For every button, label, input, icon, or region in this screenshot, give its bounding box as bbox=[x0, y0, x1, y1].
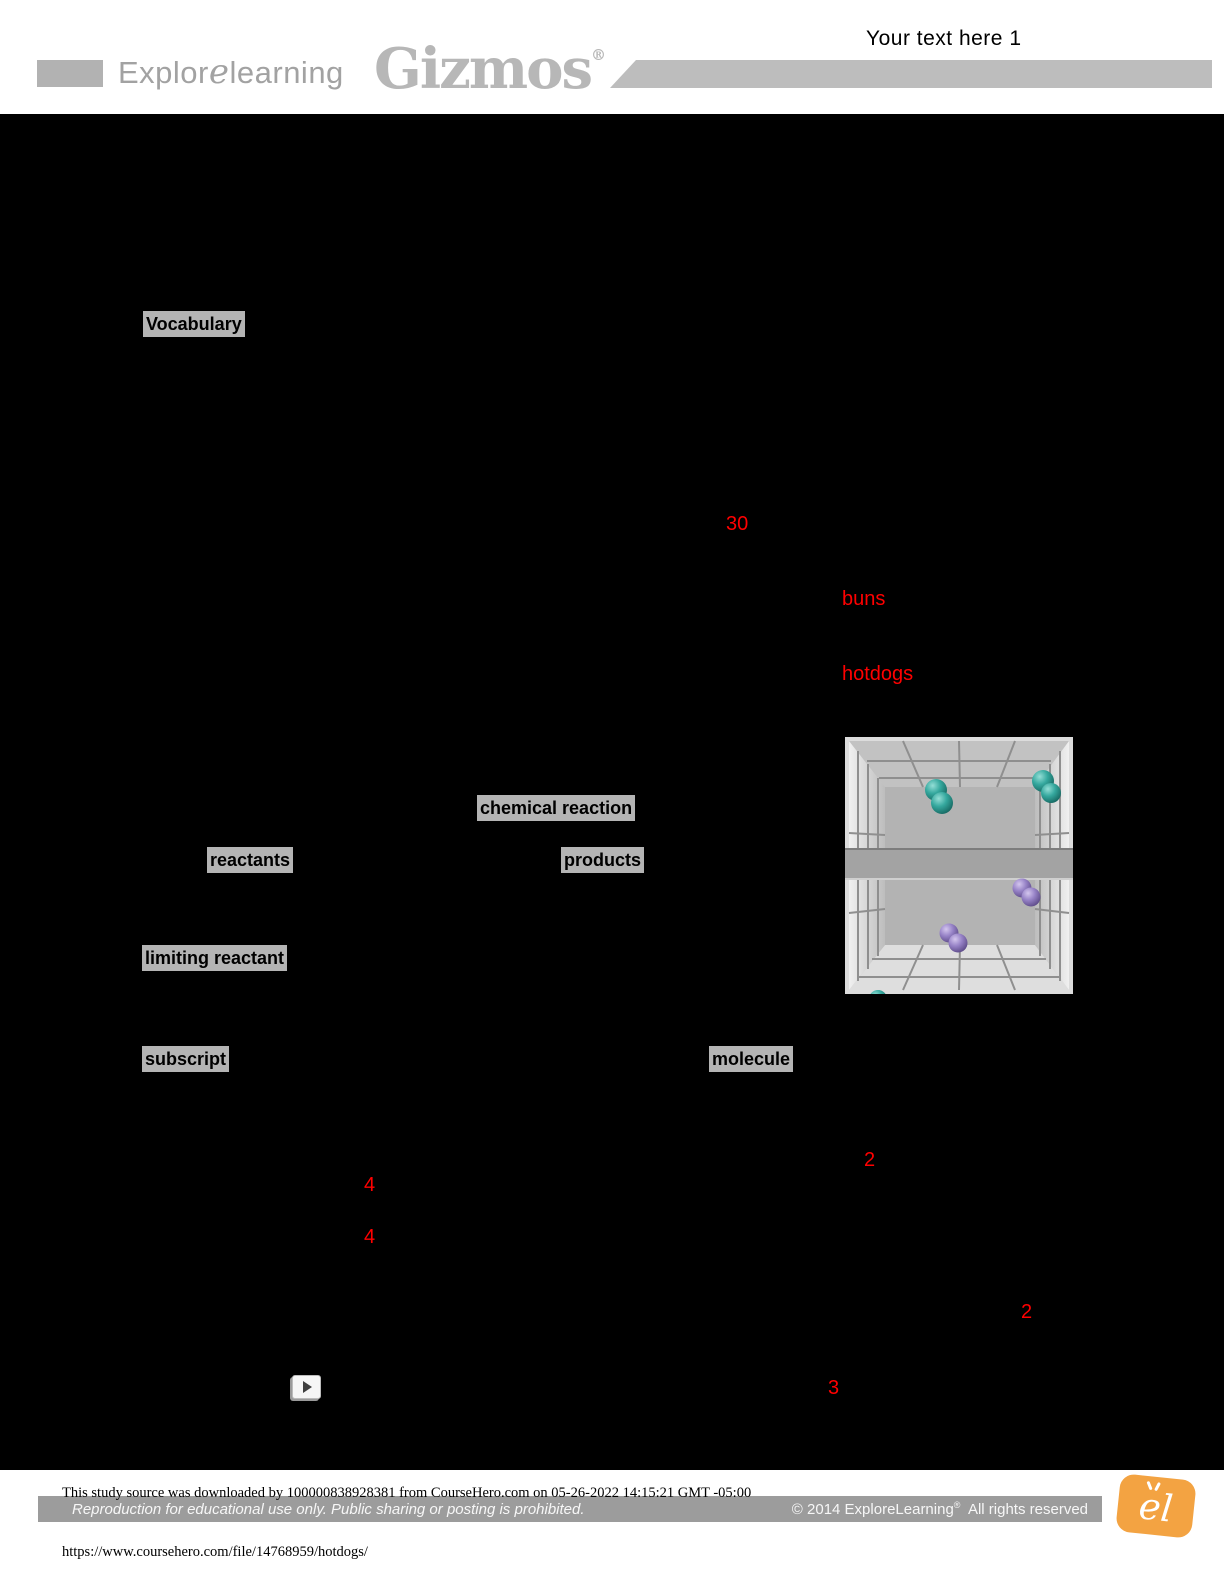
molecule-chamber-image bbox=[845, 737, 1073, 994]
brand-explore: Explor bbox=[118, 55, 209, 90]
vocab-highlight-subscript: subscript bbox=[142, 1046, 230, 1072]
chamber-divider bbox=[845, 849, 1073, 879]
footer-bar: Reproduction for educational use only. P… bbox=[38, 1496, 1102, 1522]
answer-coefficient-4b: 4 bbox=[364, 1226, 376, 1248]
leaf-sprout-icon bbox=[1146, 1481, 1163, 1493]
footer-url-link[interactable]: https://www.coursehero.com/file/14768959… bbox=[62, 1544, 368, 1560]
gizmos-logo: Gizmos® bbox=[374, 36, 606, 102]
play-icon bbox=[303, 1381, 312, 1393]
header-annotation-text: Your text here 1 bbox=[866, 27, 1022, 50]
answer-coefficient-right: 2 bbox=[1021, 1301, 1033, 1323]
play-button[interactable] bbox=[292, 1375, 321, 1399]
answer-coefficient-4a: 4 bbox=[364, 1174, 376, 1196]
footer-rights-text: All rights reserved bbox=[967, 1501, 1088, 1518]
vocab-highlight-vocabulary: Vocabulary bbox=[143, 311, 245, 337]
explorelearning-logo: Explorelearning bbox=[118, 52, 344, 92]
answer-coefficient-3: 3 bbox=[828, 1377, 840, 1399]
brand-e-flourish: e bbox=[208, 52, 230, 92]
header-right-gray-bar bbox=[610, 60, 1212, 88]
answer-hotdog-count: 30 bbox=[726, 513, 749, 535]
registered-mark: ® bbox=[953, 1500, 961, 1510]
vocab-highlight-reactants: reactants bbox=[207, 847, 294, 873]
footer-download-text: This study source was downloaded by 1000… bbox=[62, 1485, 752, 1501]
answer-hotdogs: hotdogs bbox=[842, 663, 914, 685]
footer-copyright-text: © 2014 ExploreLearning® All rights reser… bbox=[791, 1500, 1088, 1518]
teal-molecule bbox=[925, 779, 953, 814]
vocab-highlight-chemical-reaction: chemical reaction bbox=[477, 795, 636, 821]
teal-molecule bbox=[1032, 770, 1061, 803]
gizmos-wordmark: Gizmos bbox=[374, 36, 593, 102]
el-logo-text: el bbox=[1136, 1483, 1175, 1531]
footer-reproduction-text: Reproduction for educational use only. P… bbox=[72, 1500, 585, 1518]
registered-mark: ® bbox=[591, 46, 607, 64]
answer-buns: buns bbox=[842, 588, 886, 610]
header-left-gray-block bbox=[37, 60, 103, 87]
purple-molecule bbox=[939, 923, 968, 953]
teal-molecule bbox=[870, 990, 886, 994]
purple-molecule bbox=[1012, 878, 1041, 907]
vocab-highlight-molecule: molecule bbox=[709, 1046, 794, 1072]
vocab-highlight-products: products bbox=[561, 847, 645, 873]
brand-learning: learning bbox=[229, 55, 344, 90]
vocab-highlight-limiting-reactant: limiting reactant bbox=[142, 945, 288, 971]
answer-coefficient-top: 2 bbox=[864, 1149, 876, 1171]
explorelearning-el-logo: el bbox=[1115, 1473, 1197, 1539]
